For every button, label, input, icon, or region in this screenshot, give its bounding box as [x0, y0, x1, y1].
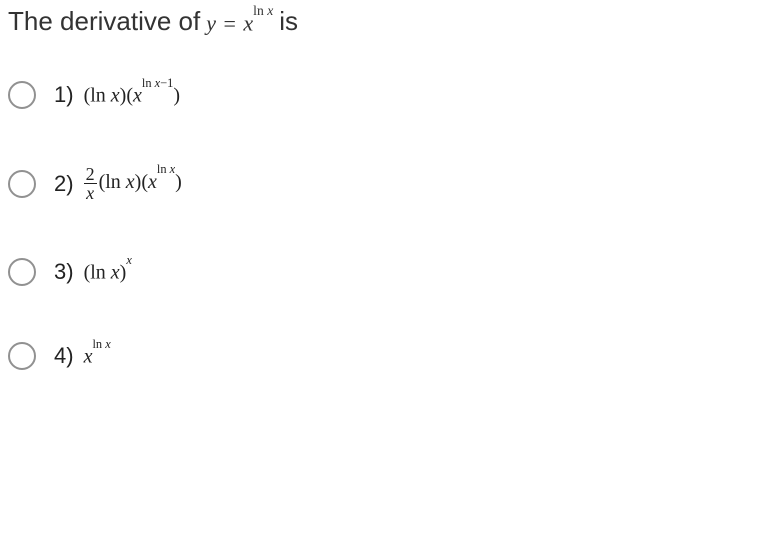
option-4[interactable]: 4) xln x — [8, 342, 774, 370]
option-number: 4) — [54, 343, 74, 369]
option-math: xln x — [84, 345, 111, 367]
option-number: 3) — [54, 259, 74, 285]
quiz-container: The derivative of y = xln x is 1) (ln x)… — [0, 0, 782, 376]
radio-icon[interactable] — [8, 170, 36, 198]
question-prefix: The derivative of — [8, 6, 200, 37]
option-math: 2x(ln x)(xln x) — [84, 165, 182, 202]
question-expression: y = xln x — [206, 10, 273, 37]
option-math: (ln x)(xln x−1) — [84, 84, 180, 106]
option-number: 2) — [54, 171, 74, 197]
radio-icon[interactable] — [8, 258, 36, 286]
question-text: The derivative of y = xln x is — [8, 6, 774, 37]
option-body: 2) 2x(ln x)(xln x) — [54, 165, 182, 202]
option-body: 4) xln x — [54, 343, 111, 369]
option-1[interactable]: 1) (ln x)(xln x−1) — [8, 81, 774, 109]
radio-icon[interactable] — [8, 81, 36, 109]
option-number: 1) — [54, 82, 74, 108]
option-body: 1) (ln x)(xln x−1) — [54, 82, 180, 108]
radio-icon[interactable] — [8, 342, 36, 370]
option-2[interactable]: 2) 2x(ln x)(xln x) — [8, 165, 774, 202]
option-math: (ln x)x — [84, 261, 132, 283]
option-body: 3) (ln x)x — [54, 259, 132, 285]
option-3[interactable]: 3) (ln x)x — [8, 258, 774, 286]
question-suffix: is — [279, 6, 298, 37]
